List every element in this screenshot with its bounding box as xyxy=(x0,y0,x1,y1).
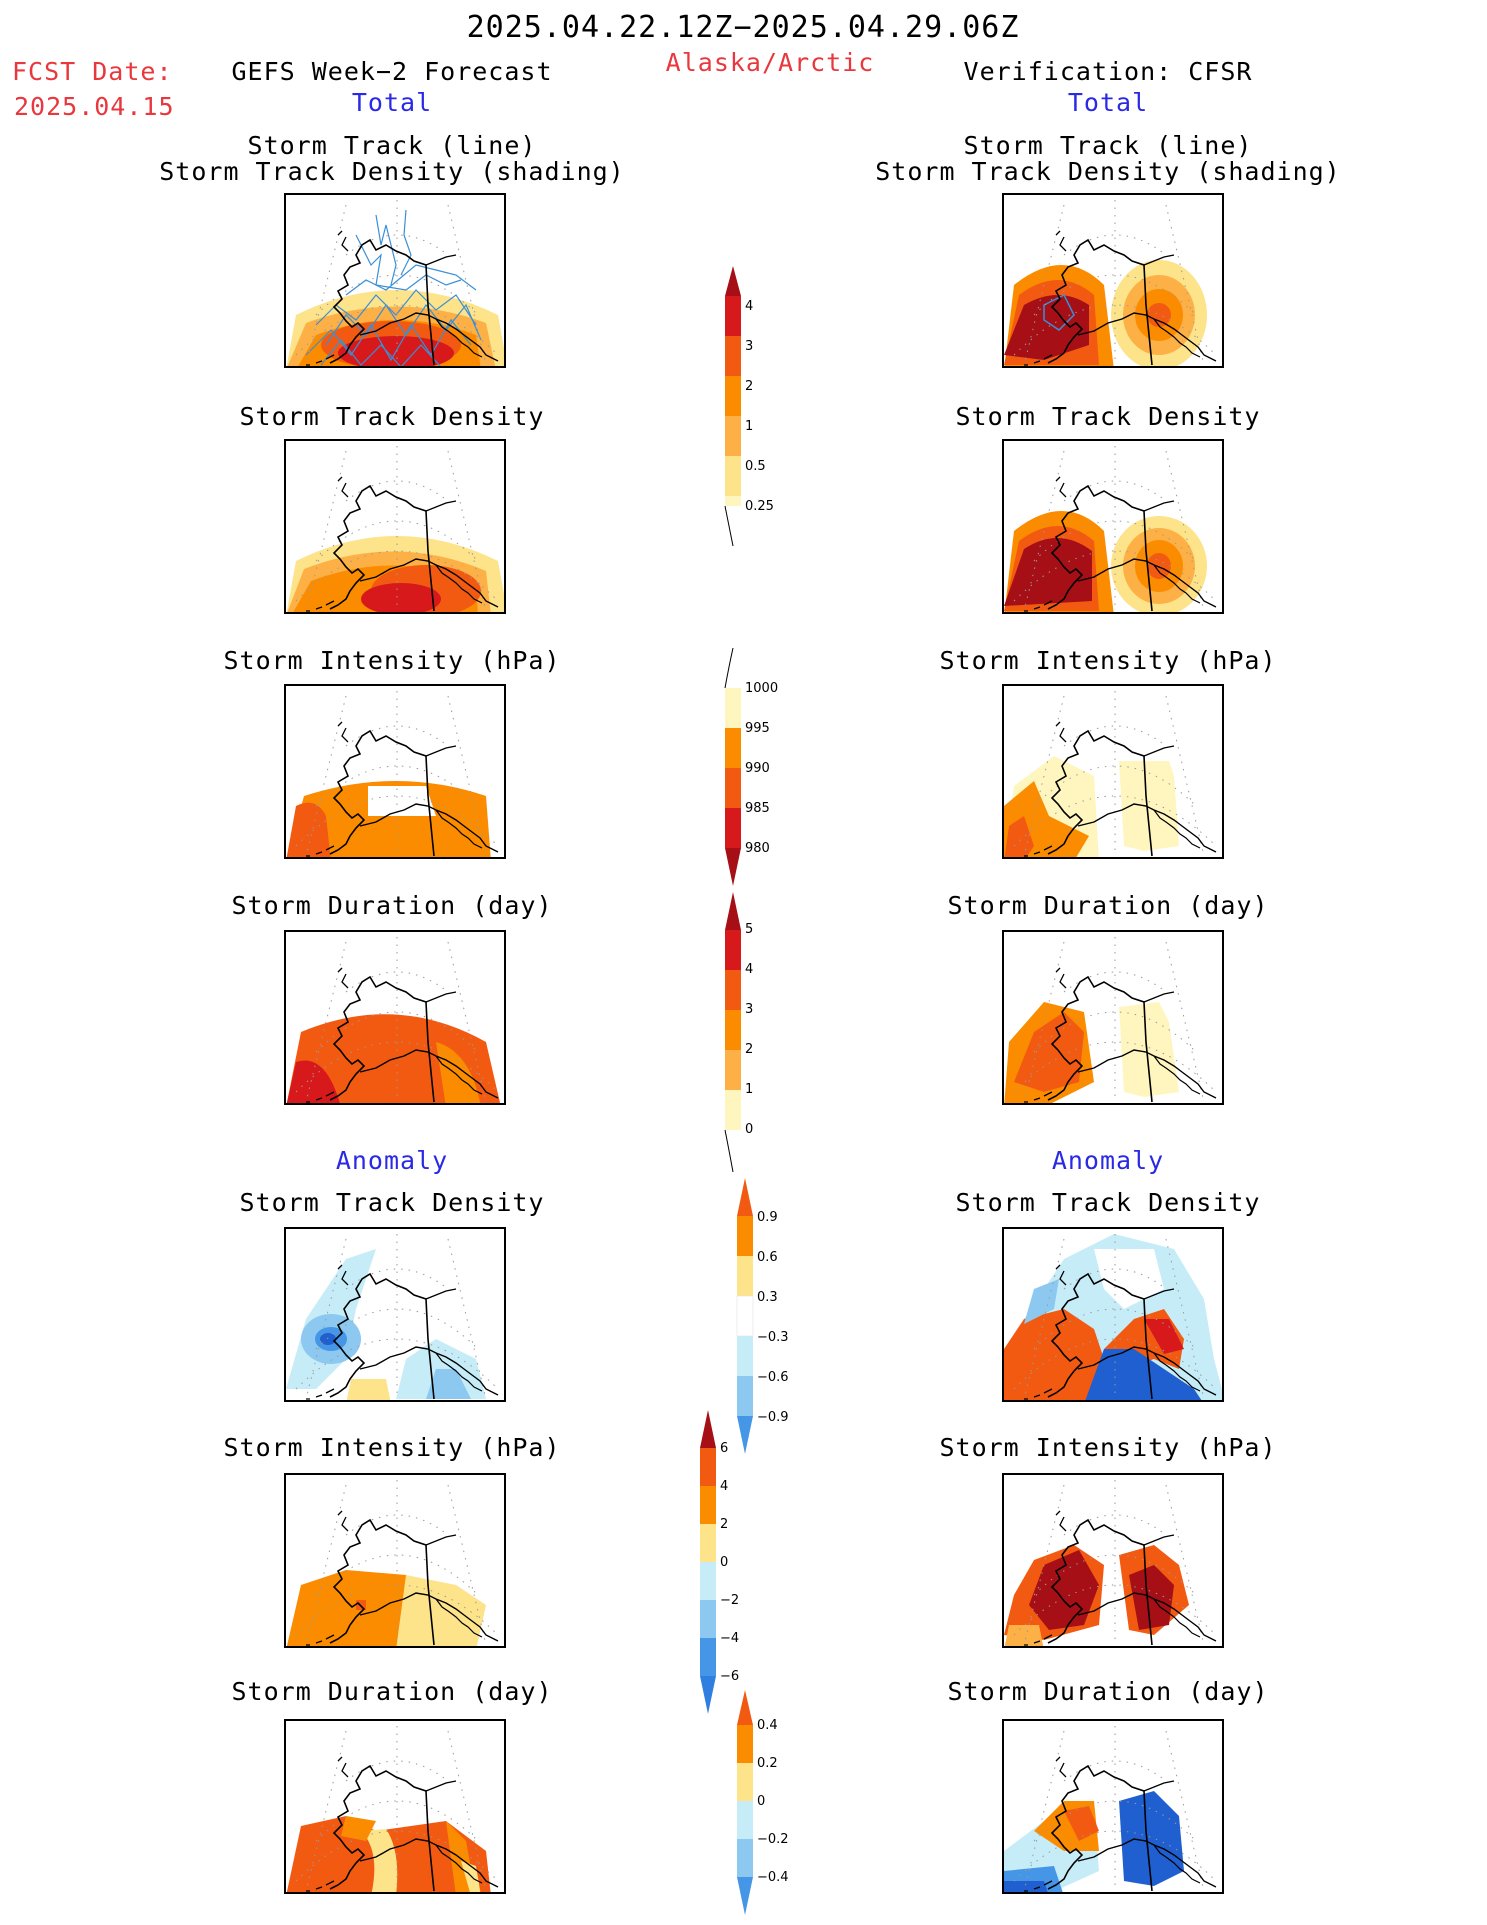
map-cfsr-track-lines xyxy=(1002,193,1224,368)
colorbar-anom-intensity: 6 4 2 0 −2 −4 −6 xyxy=(700,1410,780,1724)
tick-label: 0 xyxy=(757,1794,766,1809)
tick-label: −0.2 xyxy=(757,1832,789,1847)
colorbar-duration: 5 4 3 2 1 0 xyxy=(724,892,805,1176)
map-gefs-track-lines xyxy=(284,193,506,368)
tick-label: 0.25 xyxy=(745,499,774,514)
map-gefs-anom-duration xyxy=(284,1719,506,1894)
colorbar-density: 4 3 2 1 0.5 0.25 xyxy=(724,266,805,550)
fcst-date-label: FCST Date: xyxy=(12,57,173,86)
tick-label: 3 xyxy=(745,1002,754,1017)
panel-title-anom-track-density: Storm Track Density xyxy=(239,1188,545,1217)
date-range-title: 2025.04.22.12Z−2025.04.29.06Z xyxy=(466,10,1020,45)
tick-label: 4 xyxy=(745,299,754,314)
map-gefs-track-density xyxy=(284,439,506,614)
tick-label: 0.9 xyxy=(757,1210,778,1225)
tick-label: 0.3 xyxy=(757,1290,778,1305)
map-cfsr-anom-track-density xyxy=(1002,1227,1224,1402)
panel-title-anom-track-density: Storm Track Density xyxy=(955,1188,1261,1217)
map-cfsr-anom-duration xyxy=(1002,1719,1224,1894)
map-cfsr-duration xyxy=(1002,930,1224,1105)
panel-title-track-line: Storm Track (line) xyxy=(963,131,1253,160)
map-gefs-duration xyxy=(284,930,506,1105)
tick-label: 0 xyxy=(745,1122,754,1137)
tick-label: 5 xyxy=(745,922,754,937)
map-cfsr-intensity xyxy=(1002,684,1224,859)
panel-title-track-shading: Storm Track Density (shading) xyxy=(159,157,625,186)
tick-label: 6 xyxy=(720,1441,729,1456)
panel-title-anom-intensity: Storm Intensity (hPa) xyxy=(939,1433,1277,1462)
tick-label: 0.5 xyxy=(745,459,766,474)
tick-label: 4 xyxy=(720,1479,729,1494)
tick-label: 0 xyxy=(720,1555,729,1570)
left-column-title: GEFS Week−2 Forecast xyxy=(231,57,553,86)
left-anomaly-label: Anomaly xyxy=(335,1146,449,1175)
panel-title-intensity: Storm Intensity (hPa) xyxy=(223,646,561,675)
colorbar-intensity: 1000 995 990 985 980 xyxy=(724,647,805,892)
panel-title-track-line: Storm Track (line) xyxy=(247,131,537,160)
panel-title-duration: Storm Duration (day) xyxy=(947,891,1269,920)
tick-label: −2 xyxy=(720,1593,740,1608)
panel-title-anom-duration: Storm Duration (day) xyxy=(231,1677,553,1706)
tick-label: 2 xyxy=(745,379,754,394)
tick-label: 1 xyxy=(745,419,754,434)
tick-label: 0.4 xyxy=(757,1718,778,1733)
right-anomaly-label: Anomaly xyxy=(1051,1146,1165,1175)
tick-label: −4 xyxy=(720,1631,740,1646)
tick-label: 2 xyxy=(720,1517,729,1532)
tick-label: −0.3 xyxy=(757,1330,789,1345)
colorbar-anom-density: 0.9 0.6 0.3 −0.3 −0.6 −0.9 xyxy=(736,1178,817,1462)
map-gefs-intensity xyxy=(284,684,506,859)
map-cfsr-anom-intensity xyxy=(1002,1473,1224,1648)
panel-title-track-shading: Storm Track Density (shading) xyxy=(875,157,1341,186)
tick-label: 1 xyxy=(745,1082,754,1097)
colorbar-anom-duration: 0.4 0.2 0 −0.2 −0.4 xyxy=(737,1690,817,1924)
tick-label: −0.6 xyxy=(757,1370,789,1385)
tick-label: 0.6 xyxy=(757,1250,778,1265)
panel-title-track-density: Storm Track Density xyxy=(955,402,1261,431)
tick-label: −0.4 xyxy=(757,1870,789,1885)
tick-label: 990 xyxy=(745,761,770,776)
tick-label: −6 xyxy=(720,1669,740,1684)
tick-label: 985 xyxy=(745,801,770,816)
region-title: Alaska/Arctic xyxy=(665,48,875,77)
left-total-label: Total xyxy=(351,88,433,117)
tick-label: 1000 xyxy=(745,681,779,696)
panel-title-duration: Storm Duration (day) xyxy=(231,891,553,920)
tick-label: 2 xyxy=(745,1042,754,1057)
fcst-date-value: 2025.04.15 xyxy=(14,92,175,121)
map-cfsr-track-density xyxy=(1002,439,1224,614)
tick-label: −0.9 xyxy=(757,1410,789,1425)
tick-label: 995 xyxy=(745,721,770,736)
tick-label: 980 xyxy=(745,841,770,856)
panel-title-anom-duration: Storm Duration (day) xyxy=(947,1677,1269,1706)
tick-label: 4 xyxy=(745,962,754,977)
right-total-label: Total xyxy=(1067,88,1149,117)
tick-label: 3 xyxy=(745,339,754,354)
panel-title-track-density: Storm Track Density xyxy=(239,402,545,431)
tick-label: 0.2 xyxy=(757,1756,778,1771)
map-gefs-anom-intensity xyxy=(284,1473,506,1648)
panel-title-intensity: Storm Intensity (hPa) xyxy=(939,646,1277,675)
map-gefs-anom-track-density xyxy=(284,1227,506,1402)
right-column-title: Verification: CFSR xyxy=(963,57,1253,86)
panel-title-anom-intensity: Storm Intensity (hPa) xyxy=(223,1433,561,1462)
